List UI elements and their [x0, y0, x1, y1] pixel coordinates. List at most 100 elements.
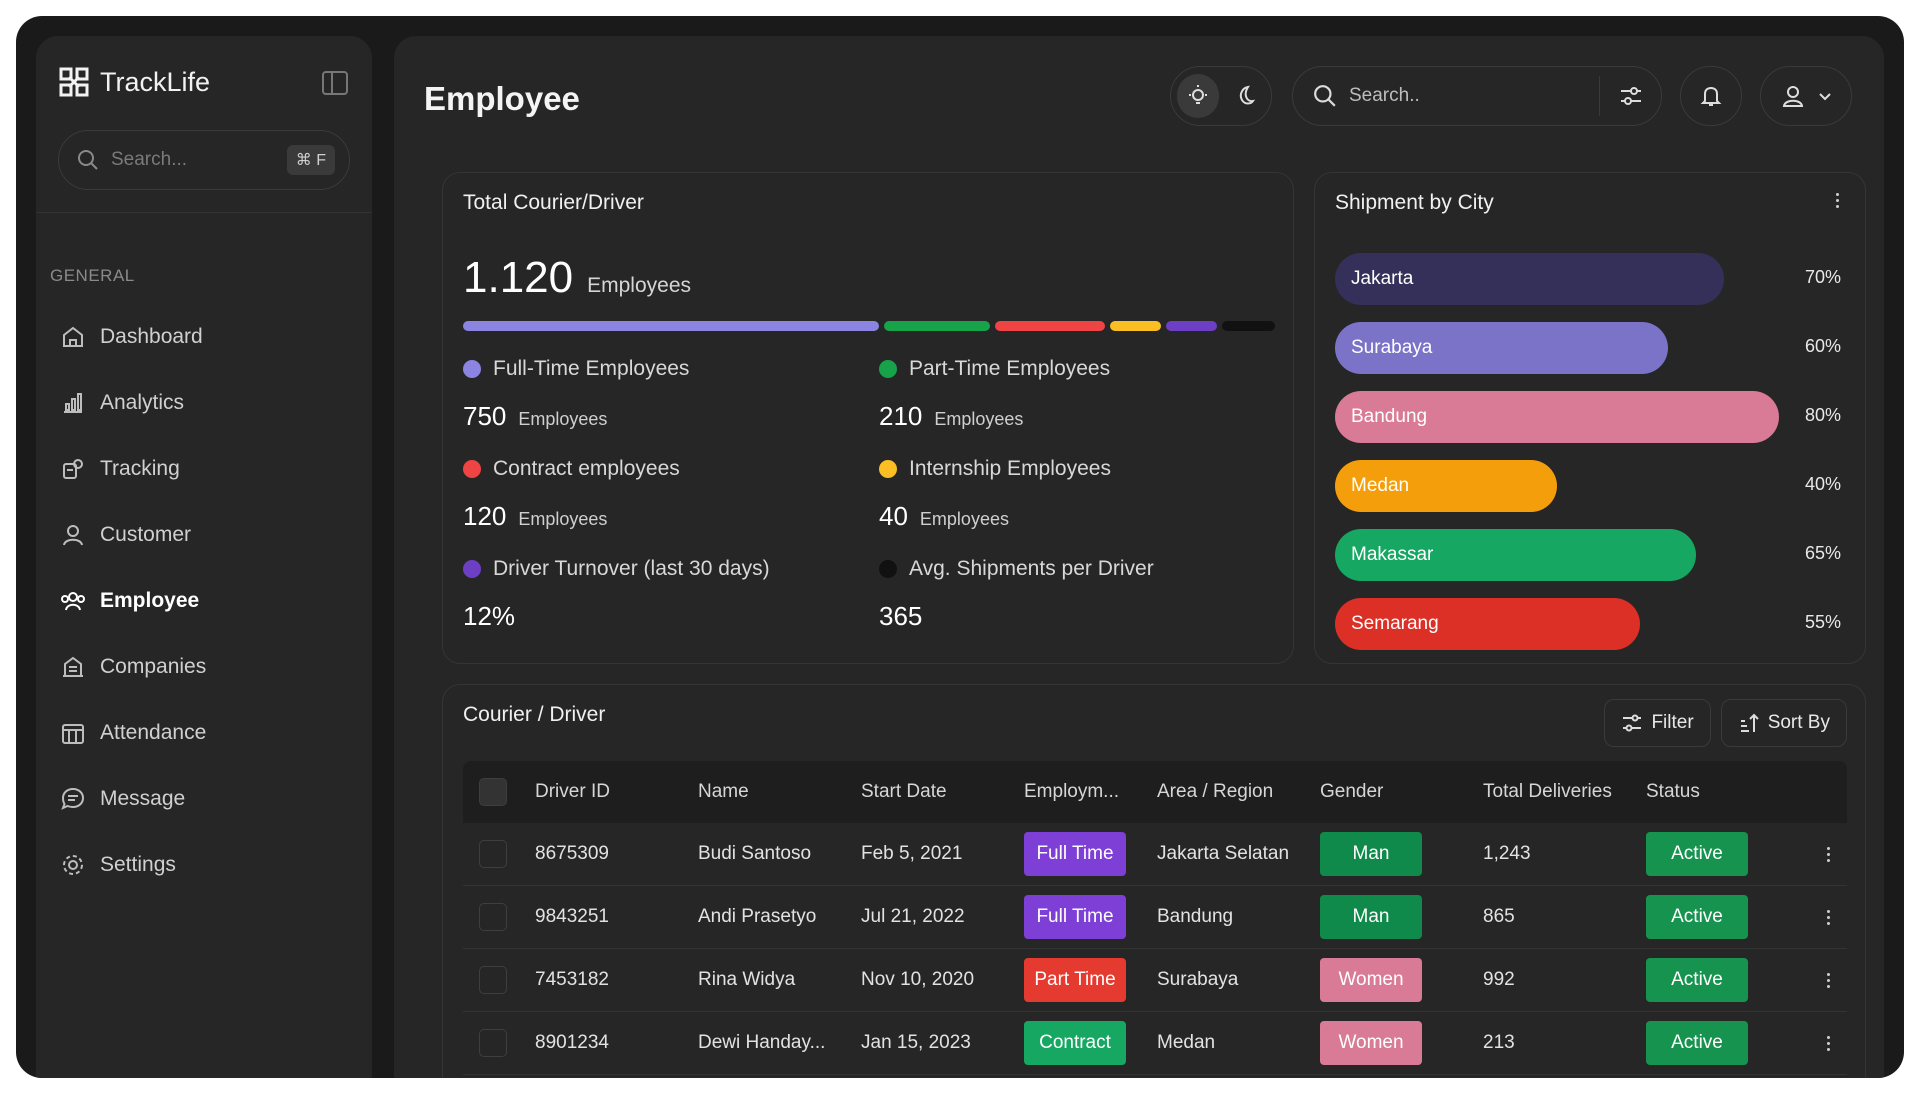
more-options-icon[interactable]: [1836, 193, 1839, 208]
header-search-placeholder: Search..: [1349, 85, 1420, 106]
sidebar-search-input[interactable]: Search... ⌘ F: [58, 130, 350, 190]
user-menu-button[interactable]: [1760, 66, 1852, 126]
city-name: Surabaya: [1351, 337, 1433, 358]
city-name: Semarang: [1351, 613, 1439, 634]
sidebar-item-tracking[interactable]: Tracking: [58, 436, 350, 502]
app-window: TrackLife Search... ⌘ F GENERAL Dashboar…: [16, 16, 1904, 1078]
city-bar[interactable]: Surabaya: [1335, 322, 1668, 374]
column-header[interactable]: Gender: [1320, 781, 1384, 802]
select-all-checkbox[interactable]: [479, 778, 507, 806]
table-row-partial: [463, 1075, 1847, 1078]
stat-contract: Contract employees 120 Employees: [463, 457, 680, 532]
theme-toggle[interactable]: [1170, 66, 1272, 126]
driver-id: 7453182: [535, 969, 609, 990]
filter-button[interactable]: Filter: [1604, 699, 1711, 747]
user-icon: [1782, 86, 1804, 107]
stat-avg-shipments: Avg. Shipments per Driver 365: [879, 557, 1154, 632]
column-header[interactable]: Employm...: [1024, 781, 1120, 802]
table-actions: Filter Sort By: [1604, 699, 1847, 747]
column-header[interactable]: Driver ID: [535, 781, 610, 802]
table-row[interactable]: 8675309 Budi Santoso Feb 5, 2021 Full Time J…: [463, 823, 1847, 886]
city-name: Jakarta: [1351, 268, 1414, 289]
city-bar[interactable]: Makassar: [1335, 529, 1696, 581]
dark-mode-button[interactable]: [1223, 74, 1265, 118]
sort-icon: [1740, 713, 1759, 732]
moon-icon: [1239, 85, 1255, 105]
sidebar-item-settings[interactable]: Settings: [58, 832, 350, 898]
city-percent: 70%: [1805, 267, 1842, 287]
city-percent: 55%: [1805, 612, 1842, 632]
table-row[interactable]: 9843251 Andi Prasetyo Jul 21, 2022 Full Tim…: [463, 886, 1847, 949]
driver-name: Budi Santoso: [698, 843, 812, 864]
employment-badge: Part Time: [1024, 958, 1126, 1002]
filter-button-label: Filter: [1651, 712, 1694, 733]
row-checkbox[interactable]: [479, 840, 507, 868]
card-title: Total Courier/Driver: [463, 191, 644, 214]
sidebar-item-employee[interactable]: Employee: [58, 568, 350, 634]
row-actions-icon[interactable]: [1826, 972, 1830, 988]
table-header: Driver ID Name Start Date Employm... Are…: [463, 761, 1847, 823]
sidebar-item-attendance[interactable]: Attendance: [58, 700, 350, 766]
total-count: 1.120 Employees: [463, 253, 691, 303]
row-checkbox[interactable]: [479, 903, 507, 931]
sidebar-item-label: Settings: [100, 853, 176, 876]
table-row[interactable]: 8901234 Dewi Handay... Jan 15, 2023 Contrac…: [463, 1012, 1847, 1075]
brand-name: TrackLife: [100, 66, 211, 97]
city-bar[interactable]: Semarang: [1335, 598, 1640, 650]
sidebar-toggle-icon[interactable]: [320, 68, 350, 98]
sidebar-item-customer[interactable]: Customer: [58, 502, 350, 568]
stat-unit: Employees: [518, 409, 608, 429]
column-header[interactable]: Status: [1646, 781, 1700, 802]
column-header[interactable]: Name: [698, 781, 749, 802]
page-title: Employee: [424, 80, 580, 117]
sliders-icon: [1620, 87, 1641, 105]
row-checkbox[interactable]: [479, 966, 507, 994]
total-deliveries: 213: [1483, 1032, 1515, 1053]
total-deliveries: 1,243: [1483, 843, 1531, 864]
area-region: Surabaya: [1157, 969, 1239, 990]
brand[interactable]: TrackLife: [58, 66, 210, 98]
city-bar[interactable]: Jakarta: [1335, 253, 1724, 305]
stat-value: 750: [463, 401, 507, 431]
main-panel: Employee Search.. Total Courier/Driv: [394, 36, 1884, 1078]
city-bar[interactable]: Medan: [1335, 460, 1557, 512]
row-actions-icon[interactable]: [1826, 1035, 1830, 1051]
stat-internship: Internship Employees 40 Employees: [879, 457, 1111, 532]
table-body: 8675309 Budi Santoso Feb 5, 2021 Full Time J…: [463, 823, 1847, 1075]
employment-badge: Contract: [1024, 1021, 1126, 1065]
row-actions-icon[interactable]: [1826, 846, 1830, 862]
stat-value: 12%: [463, 601, 516, 631]
column-header[interactable]: Area / Region: [1157, 781, 1274, 802]
legend-dot: [879, 460, 897, 478]
sidebar-item-companies[interactable]: Companies: [58, 634, 350, 700]
row-checkbox[interactable]: [479, 1029, 507, 1057]
settings-icon: [63, 855, 83, 875]
sidebar-item-analytics[interactable]: Analytics: [58, 370, 350, 436]
sidebar-item-label: Companies: [100, 655, 207, 678]
employment-badge: Full Time: [1024, 832, 1126, 876]
light-mode-button[interactable]: [1177, 74, 1219, 118]
employee-icon: [61, 592, 85, 611]
sort-button[interactable]: Sort By: [1720, 699, 1847, 747]
sidebar-item-message[interactable]: Message: [58, 766, 350, 832]
sidebar-item-dashboard[interactable]: Dashboard: [58, 304, 350, 370]
sidebar-item-label: Attendance: [100, 721, 207, 744]
stat-driver-turnover: Driver Turnover (last 30 days) 12%: [463, 557, 770, 632]
header-search-input[interactable]: Search..: [1292, 66, 1662, 126]
column-header[interactable]: Start Date: [861, 781, 947, 802]
courier-table: Driver ID Name Start Date Employm... Are…: [463, 761, 1847, 1078]
city-bar[interactable]: Bandung: [1335, 391, 1779, 443]
row-actions-icon[interactable]: [1826, 909, 1830, 925]
search-icon: [1314, 85, 1336, 107]
gender-badge: Man: [1320, 895, 1422, 939]
search-filter-button[interactable]: [1599, 76, 1661, 116]
table-row[interactable]: 7453182 Rina Widya Nov 10, 2020 Part Time Su…: [463, 949, 1847, 1012]
notifications-button[interactable]: [1680, 66, 1742, 126]
bar-segment-remaining: [1222, 321, 1275, 331]
city-row: Bandung 80%: [1335, 391, 1855, 443]
status-badge: Active: [1646, 1021, 1748, 1065]
city-row: Medan 40%: [1335, 460, 1855, 512]
stat-label: Avg. Shipments per Driver: [909, 557, 1154, 580]
stat-unit: Employees: [518, 509, 608, 529]
column-header[interactable]: Total Deliveries: [1483, 781, 1612, 802]
